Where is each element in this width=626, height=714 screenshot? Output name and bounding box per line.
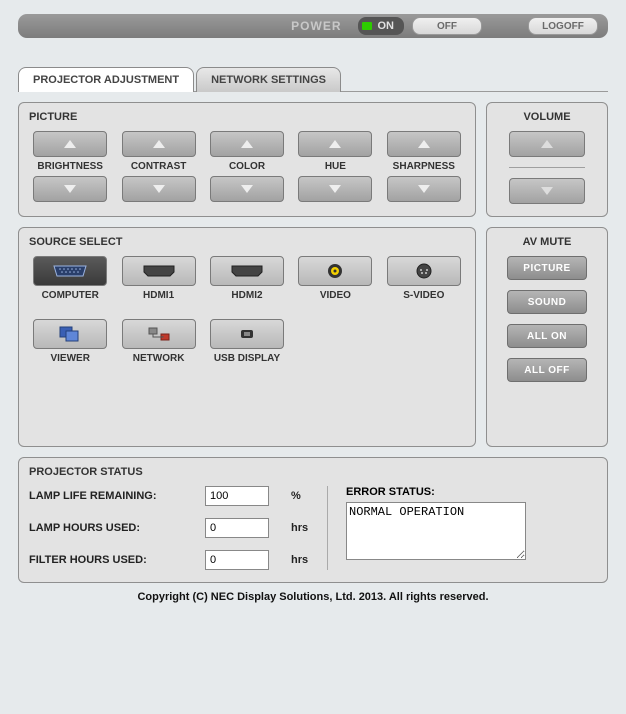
sharpness-down-button[interactable] [387, 176, 461, 202]
lamp-hours-label: LAMP HOURS USED: [29, 522, 199, 534]
source-usb-display-label: USB DISPLAY [214, 353, 280, 364]
hdmi-icon [142, 264, 176, 278]
error-status-title: ERROR STATUS: [346, 486, 597, 498]
volume-divider [509, 167, 585, 168]
logoff-button[interactable]: LOGOFF [528, 17, 598, 35]
viewer-icon [58, 325, 82, 343]
color-label: COLOR [229, 161, 265, 172]
copyright: Copyright (C) NEC Display Solutions, Ltd… [18, 591, 608, 603]
av-mute-title: AV MUTE [497, 236, 597, 248]
hue-down-button[interactable] [298, 176, 372, 202]
network-icon [145, 326, 173, 342]
vga-icon [50, 264, 90, 278]
source-select-panel: SOURCE SELECT COMPUTER HDMI1 [18, 227, 476, 447]
sharpness-up-button[interactable] [387, 131, 461, 157]
power-bar: POWER ON OFF LOGOFF [18, 14, 608, 38]
source-hdmi1-label: HDMI1 [143, 290, 174, 301]
volume-title: VOLUME [497, 111, 597, 123]
lamp-life-label: LAMP LIFE REMAINING: [29, 490, 199, 502]
contrast-down-button[interactable] [122, 176, 196, 202]
projector-status-panel: PROJECTOR STATUS LAMP LIFE REMAINING: % … [18, 457, 608, 583]
source-hdmi2-label: HDMI2 [231, 290, 262, 301]
source-video-label: VIDEO [320, 290, 351, 301]
tab-network-settings[interactable]: NETWORK SETTINGS [196, 67, 341, 92]
contrast-label: CONTRAST [131, 161, 187, 172]
source-computer-label: COMPUTER [42, 290, 99, 301]
error-status-textarea[interactable] [346, 502, 526, 560]
power-label: POWER [291, 19, 341, 33]
power-on-label: ON [378, 20, 395, 32]
source-hdmi1-button[interactable] [122, 256, 196, 286]
picture-panel: PICTURE BRIGHTNESS CONTRAST COLOR [18, 102, 476, 217]
hue-label: HUE [325, 161, 346, 172]
avmute-all-off-button[interactable]: ALL OFF [507, 358, 587, 382]
source-viewer-button[interactable] [33, 319, 107, 349]
lamp-hours-unit: hrs [291, 522, 321, 534]
lamp-life-unit: % [291, 490, 321, 502]
source-network-button[interactable] [122, 319, 196, 349]
sharpness-label: SHARPNESS [393, 161, 455, 172]
color-down-button[interactable] [210, 176, 284, 202]
avmute-all-on-button[interactable]: ALL ON [507, 324, 587, 348]
power-led-icon [362, 22, 372, 30]
av-mute-panel: AV MUTE PICTURE SOUND ALL ON ALL OFF [486, 227, 608, 447]
source-hdmi2-button[interactable] [210, 256, 284, 286]
tabs: PROJECTOR ADJUSTMENT NETWORK SETTINGS [18, 66, 608, 92]
volume-down-button[interactable] [509, 178, 585, 204]
source-network-label: NETWORK [133, 353, 185, 364]
filter-hours-input[interactable] [205, 550, 269, 570]
rca-icon [327, 263, 343, 279]
brightness-label: BRIGHTNESS [37, 161, 103, 172]
volume-up-button[interactable] [509, 131, 585, 157]
source-usb-display-button[interactable] [210, 319, 284, 349]
power-off-button[interactable]: OFF [412, 17, 482, 35]
usb-icon [238, 327, 256, 341]
hdmi-icon [230, 264, 264, 278]
projector-status-title: PROJECTOR STATUS [29, 466, 597, 478]
source-video-button[interactable] [298, 256, 372, 286]
brightness-up-button[interactable] [33, 131, 107, 157]
contrast-up-button[interactable] [122, 131, 196, 157]
hue-up-button[interactable] [298, 131, 372, 157]
filter-hours-label: FILTER HOURS USED: [29, 554, 199, 566]
brightness-down-button[interactable] [33, 176, 107, 202]
avmute-picture-button[interactable]: PICTURE [507, 256, 587, 280]
source-svideo-button[interactable] [387, 256, 461, 286]
tab-projector-adjustment[interactable]: PROJECTOR ADJUSTMENT [18, 67, 194, 92]
source-computer-button[interactable] [33, 256, 107, 286]
picture-title: PICTURE [29, 111, 465, 123]
power-on-indicator: ON [358, 17, 405, 35]
color-up-button[interactable] [210, 131, 284, 157]
source-svideo-label: S-VIDEO [403, 290, 444, 301]
avmute-sound-button[interactable]: SOUND [507, 290, 587, 314]
lamp-life-input[interactable] [205, 486, 269, 506]
filter-hours-unit: hrs [291, 554, 321, 566]
lamp-hours-input[interactable] [205, 518, 269, 538]
source-select-title: SOURCE SELECT [29, 236, 465, 248]
volume-panel: VOLUME [486, 102, 608, 217]
source-viewer-label: VIEWER [50, 353, 89, 364]
svideo-icon [416, 263, 432, 279]
